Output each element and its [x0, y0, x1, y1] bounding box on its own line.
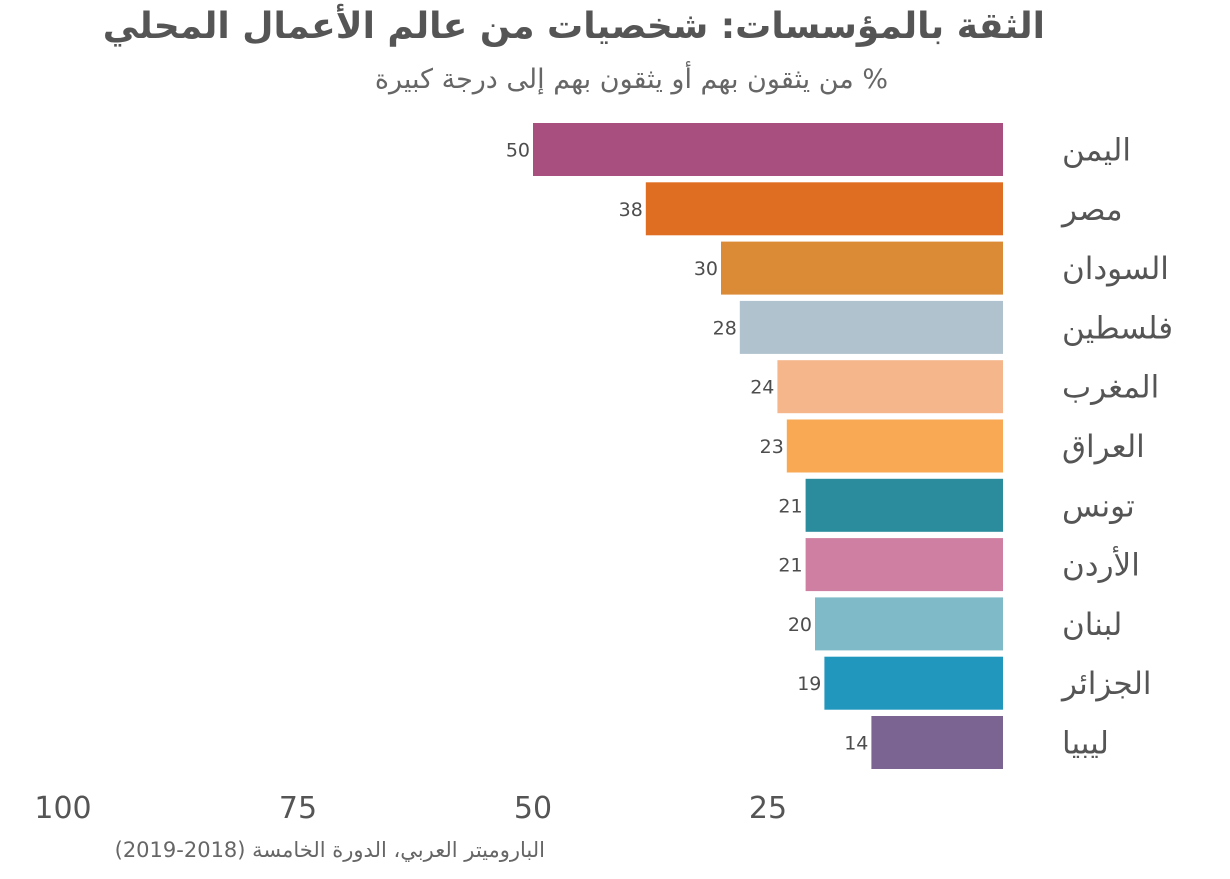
bar-9 [815, 597, 1003, 651]
x-tick-label: 50 [514, 791, 552, 826]
bar-5 [777, 360, 1003, 414]
category-label: الجزائر [1060, 666, 1152, 702]
source-note: الباروميتر العربي، الدورة الخامسة (2018-… [114, 838, 545, 862]
bar-value-label: 21 [778, 555, 802, 577]
bar-value-label: 14 [844, 733, 868, 755]
bar-1 [533, 123, 1003, 176]
category-label: المغرب [1062, 370, 1159, 406]
chart-subtitle: % من يثقون بهم أو يثقون بهم إلى درجة كبي… [374, 64, 888, 95]
x-axis-ticks: 100 75 50 25 [34, 791, 787, 826]
category-label: ليبيا [1062, 726, 1109, 762]
category-label: الأردن [1062, 546, 1140, 584]
bar-10 [824, 656, 1003, 710]
category-label: تونس [1062, 488, 1135, 524]
x-tick-label: 25 [749, 791, 787, 826]
bar-value-label: 19 [797, 673, 821, 695]
bar-3 [721, 241, 1003, 295]
bar-value-label: 21 [778, 495, 802, 517]
category-label: اليمن [1062, 133, 1131, 169]
category-label: العراق [1062, 429, 1145, 465]
bar-4 [739, 300, 1003, 354]
bar-value-label: 38 [619, 199, 643, 221]
bars-layer [533, 123, 1003, 769]
labels-layer: 50 اليمن 38 مصر 30 السودان 28 فلسطين 24 المغرب 23 ا… [506, 133, 1173, 762]
bar-value-label: 24 [750, 377, 774, 399]
bar-value-label: 50 [506, 140, 530, 162]
bar-value-label: 20 [788, 614, 812, 636]
x-tick-label: 100 [34, 791, 91, 826]
bar-11 [871, 716, 1003, 769]
category-label: مصر [1060, 192, 1123, 228]
category-label: فلسطين [1062, 310, 1173, 346]
category-label: لبنان [1062, 607, 1122, 643]
bar-value-label: 23 [760, 436, 784, 458]
bar-value-label: 28 [713, 317, 737, 339]
bar-8 [805, 538, 1003, 592]
bar-2 [645, 182, 1003, 236]
category-label: السودان [1062, 251, 1169, 287]
bar-value-label: 30 [694, 258, 718, 280]
x-tick-label: 75 [279, 791, 317, 826]
chart-title: الثقة بالمؤسسات: شخصيات من عالم الأعمال … [102, 6, 1045, 47]
bar-7 [805, 478, 1003, 532]
bar-6 [786, 419, 1003, 473]
